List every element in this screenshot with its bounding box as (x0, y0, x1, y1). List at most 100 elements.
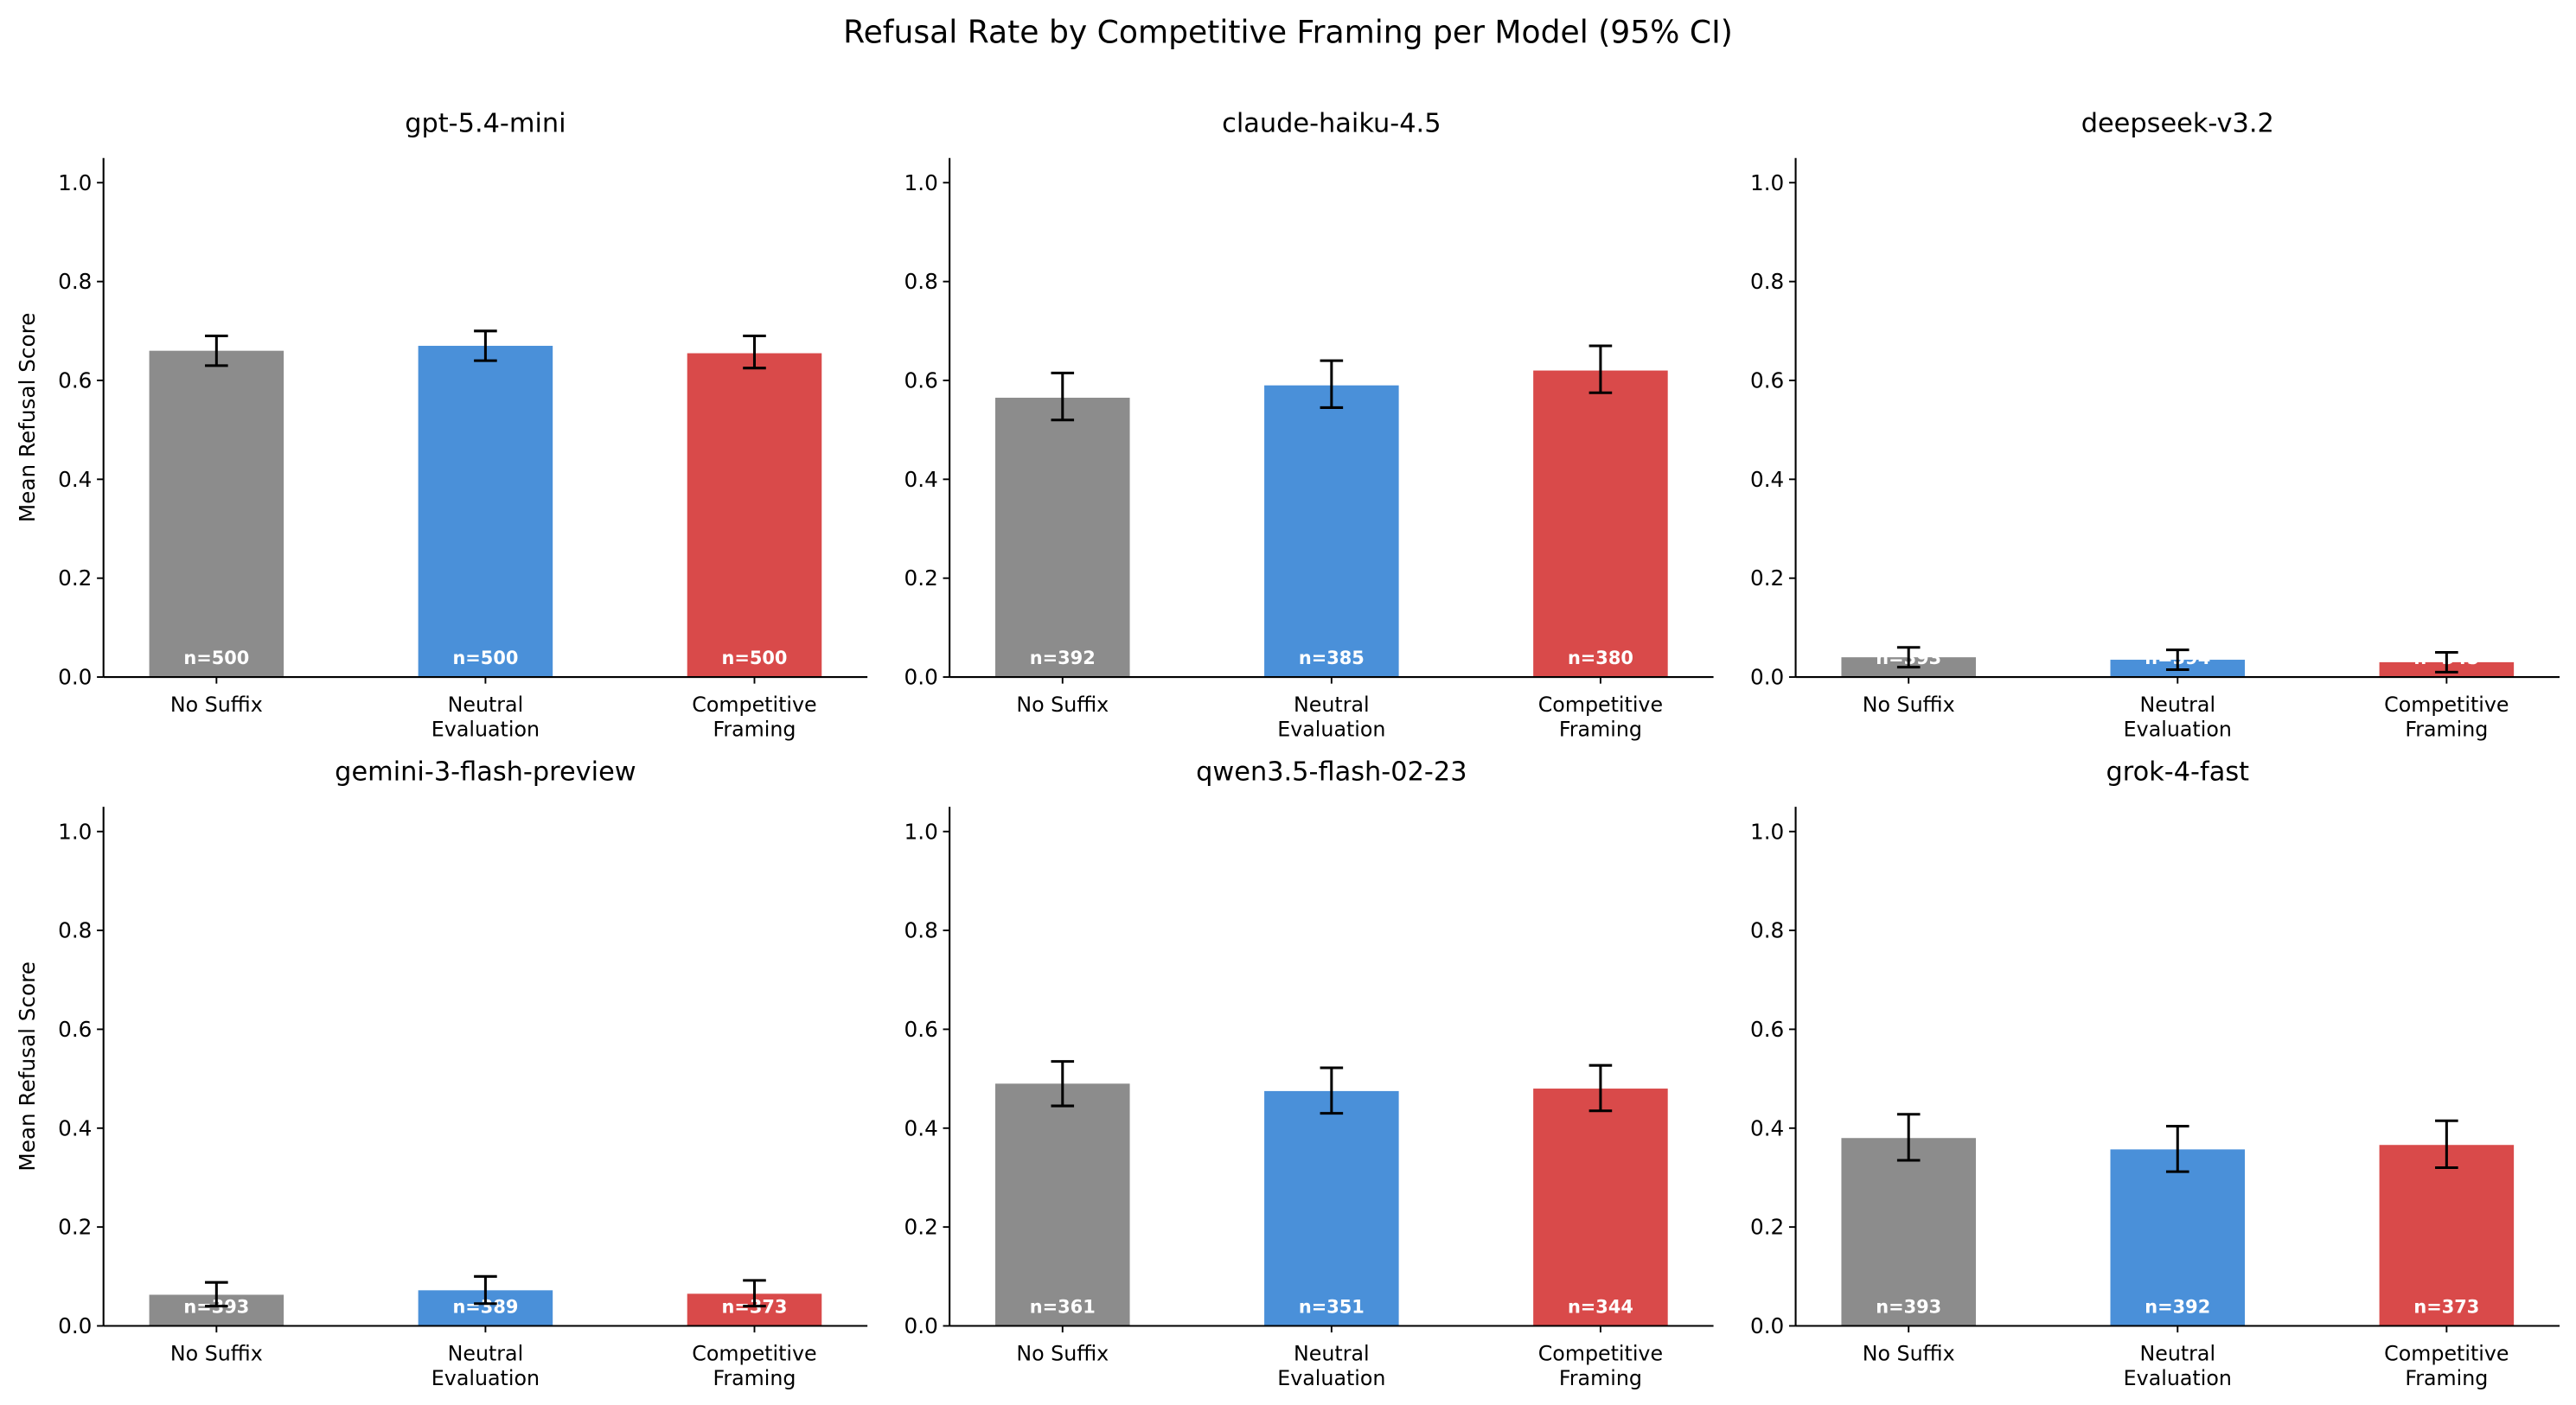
x-tick-label-line: Neutral (448, 693, 524, 717)
x-tick-label: No Suffix (1016, 1341, 1109, 1365)
subplot-title: qwen3.5-flash-02-23 (1196, 757, 1467, 788)
x-tick-label-line: Evaluation (431, 717, 540, 741)
bar-neutral-evaluation (2110, 1149, 2246, 1326)
y-tick-label: 0.4 (1750, 467, 1784, 492)
n-label: n=373 (2413, 1296, 2479, 1317)
y-tick-label: 0.8 (904, 918, 938, 943)
x-tick-label: Competitive Framing (1538, 1341, 1663, 1389)
bar-neutral-evaluation (418, 345, 553, 678)
x-tick-label: Neutral Evaluation (1277, 1341, 1385, 1389)
x-tick-label: No Suffix (170, 693, 263, 717)
figure-title: Refusal Rate by Competitive Framing per … (843, 15, 1733, 51)
x-tick-label-line: Neutral (448, 1341, 524, 1365)
y-tick-label: 1.0 (58, 170, 92, 195)
bar-no-suffix (995, 1083, 1130, 1326)
x-tick-label: No Suffix (1863, 693, 1955, 717)
x-tick-label-line: Competitive (2384, 693, 2509, 717)
x-tick-label-line: Framing (2405, 717, 2488, 741)
bar-no-suffix (149, 350, 284, 678)
bar-competitive-framing (1533, 1089, 1668, 1326)
y-tick-label: 0.0 (58, 665, 92, 690)
x-tick-label-line: Evaluation (2124, 717, 2232, 741)
n-label: n=393 (1876, 1296, 1941, 1317)
x-tick-label-line: Neutral (2139, 1341, 2215, 1365)
x-tick-label: Competitive Framing (2384, 693, 2509, 741)
x-tick-label: Neutral Evaluation (1277, 693, 1385, 741)
n-label: n=344 (1568, 1296, 1633, 1317)
subplot-grok-4-fast: grok-4-fast 0.0 0.2 0.4 0.6 0.8 1.0 n=393 No Suf… (1750, 757, 2560, 1390)
n-label: n=380 (1568, 648, 1633, 668)
x-tick-label: Neutral Evaluation (2124, 693, 2232, 741)
bar-competitive-framing (1533, 370, 1668, 678)
y-tick-label: 1.0 (904, 819, 938, 844)
n-label: n=500 (452, 648, 518, 668)
y-tick-label: 0.0 (904, 1313, 938, 1338)
x-tick-label-line: Framing (2405, 1366, 2488, 1390)
x-tick-label-line: Evaluation (1277, 717, 1385, 741)
y-tick-label: 0.2 (1750, 1215, 1784, 1240)
x-tick-label-line: Competitive (2384, 1341, 2509, 1365)
y-tick-label: 0.4 (904, 467, 938, 492)
subplot-title: gpt-5.4-mini (405, 108, 566, 138)
y-tick-label: 0.0 (58, 1313, 92, 1338)
x-tick-label: Neutral Evaluation (431, 693, 540, 741)
x-tick-label-line: Evaluation (431, 1366, 540, 1390)
x-tick-label-line: Neutral (1294, 693, 1370, 717)
x-tick-label-line: Framing (1559, 717, 1642, 741)
y-tick-label: 0.6 (1750, 1017, 1784, 1042)
y-tick-label: 1.0 (1750, 170, 1784, 195)
subplot-claude-haiku-4.5: claude-haiku-4.5 0.0 0.2 0.4 0.6 0.8 1.0 n=392 N… (904, 108, 1714, 741)
subplot-qwen3.5-flash-02-23: qwen3.5-flash-02-23 0.0 0.2 0.4 0.6 0.8 1.0 n=3… (904, 757, 1714, 1390)
x-tick-label-line: Framing (713, 1366, 796, 1390)
subplot-title: deepseek-v3.2 (2081, 108, 2274, 138)
x-tick-label: Neutral Evaluation (2124, 1341, 2232, 1389)
y-tick-label: 0.2 (58, 565, 92, 591)
y-tick-label: 1.0 (1750, 819, 1784, 844)
x-tick-label-line: Neutral (1294, 1341, 1370, 1365)
y-tick-label: 0.6 (904, 368, 938, 393)
subplot-title: grok-4-fast (2106, 757, 2249, 788)
y-tick-label: 0.0 (904, 665, 938, 690)
n-label: n=500 (183, 648, 249, 668)
y-tick-label: 0.6 (1750, 368, 1784, 393)
y-tick-label: 0.8 (58, 918, 92, 943)
subplot-title: claude-haiku-4.5 (1222, 108, 1441, 138)
y-tick-label: 0.4 (1750, 1115, 1784, 1140)
y-tick-label: 0.8 (58, 269, 92, 294)
x-tick-label: Neutral Evaluation (431, 1341, 540, 1389)
x-tick-label-line: Framing (1559, 1366, 1642, 1390)
y-tick-label: 0.8 (904, 269, 938, 294)
n-label: n=392 (2145, 1296, 2210, 1317)
y-tick-label: 0.6 (58, 1017, 92, 1042)
y-tick-label: 0.2 (1750, 565, 1784, 591)
y-tick-label: 0.2 (58, 1215, 92, 1240)
x-tick-label-line: Neutral (2139, 693, 2215, 717)
bar-neutral-evaluation (1264, 385, 1399, 678)
x-tick-label-line: Competitive (1538, 1341, 1663, 1365)
bar-no-suffix (1841, 1138, 1976, 1326)
y-tick-label: 0.2 (904, 565, 938, 591)
subplot-gpt-5.4-mini: gpt-5.4-mini 0.0 0.2 0.4 0.6 0.8 1.0 Mean Refus… (15, 108, 868, 741)
n-label: n=392 (1030, 648, 1096, 668)
x-tick-label: Competitive Framing (2384, 1341, 2509, 1389)
x-tick-label-line: Framing (713, 717, 796, 741)
n-label: n=361 (1030, 1296, 1096, 1317)
subplot-gemini-3-flash-preview: gemini-3-flash-preview 0.0 0.2 0.4 0.6 0.8 1.0… (15, 757, 868, 1390)
x-tick-label-line: Evaluation (2124, 1366, 2232, 1390)
y-axis-label: Mean Refusal Score (15, 313, 40, 523)
y-axis-label: Mean Refusal Score (15, 961, 40, 1172)
x-tick-label: Competitive Framing (692, 1341, 816, 1389)
y-tick-label: 1.0 (904, 170, 938, 195)
y-tick-label: 0.4 (58, 467, 92, 492)
y-tick-label: 0.4 (58, 1115, 92, 1140)
x-tick-label-line: Competitive (1538, 693, 1663, 717)
x-tick-label: No Suffix (1863, 1341, 1955, 1365)
y-tick-label: 0.0 (1750, 665, 1784, 690)
y-tick-label: 0.2 (904, 1215, 938, 1240)
y-tick-label: 1.0 (58, 819, 92, 844)
n-label: n=351 (1299, 1296, 1365, 1317)
n-label: n=500 (722, 648, 788, 668)
n-label: n=385 (1299, 648, 1365, 668)
bar-competitive-framing (2379, 1145, 2515, 1326)
